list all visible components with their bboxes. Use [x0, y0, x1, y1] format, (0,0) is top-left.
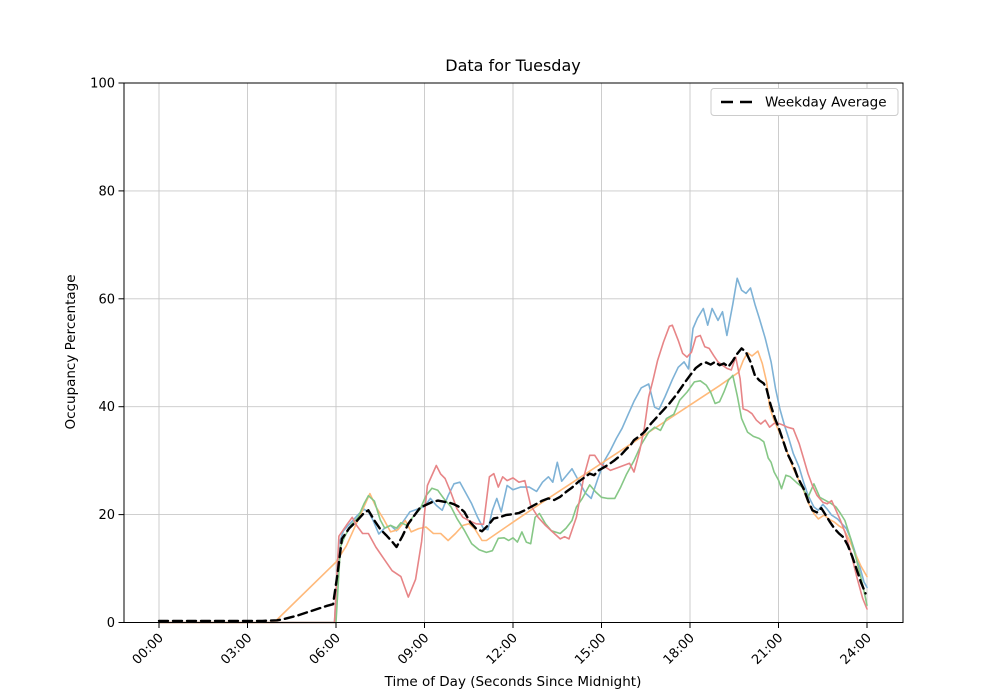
x-tick-label: 24:00: [838, 631, 875, 668]
x-tick-label: 06:00: [307, 631, 344, 668]
series-line-day-series-orange: [158, 350, 868, 624]
legend-label: Weekday Average: [765, 95, 887, 111]
x-tick-label: 18:00: [661, 631, 698, 668]
plot-border: [123, 82, 904, 623]
y-tick-label: 60: [98, 292, 115, 307]
legend-box: [710, 88, 899, 116]
y-tick-label: 0: [107, 616, 115, 631]
y-tick-label: 100: [90, 77, 115, 92]
x-axis-label: Time of Day (Seconds Since Midnight): [384, 674, 642, 690]
axis-ticks: 00:00 03:00 06:00 09:00 12:00 15:00 18:00 21:00…: [90, 77, 875, 668]
x-tick-label: 21:00: [749, 631, 786, 668]
series-line-weekday-average: [157, 347, 867, 623]
x-tick-label: 00:00: [130, 631, 167, 668]
y-tick-label: 80: [98, 184, 115, 199]
x-tick-label: 09:00: [395, 631, 432, 668]
x-tick-label: 12:00: [484, 631, 521, 668]
x-tick-label: 03:00: [218, 631, 255, 668]
grid-lines: [124, 82, 903, 623]
y-tick-label: 40: [98, 400, 115, 415]
y-tick-label: 20: [98, 508, 115, 523]
series-line-day-series-red: [158, 324, 868, 624]
y-axis-label: Occupancy Percentage: [63, 274, 79, 429]
x-tick-label: 15:00: [572, 631, 609, 668]
data-series: [157, 277, 868, 624]
series-line-day-series-green: [158, 374, 868, 624]
legend: Weekday Average: [710, 88, 899, 116]
chart-title: Data for Tuesday: [445, 56, 580, 75]
